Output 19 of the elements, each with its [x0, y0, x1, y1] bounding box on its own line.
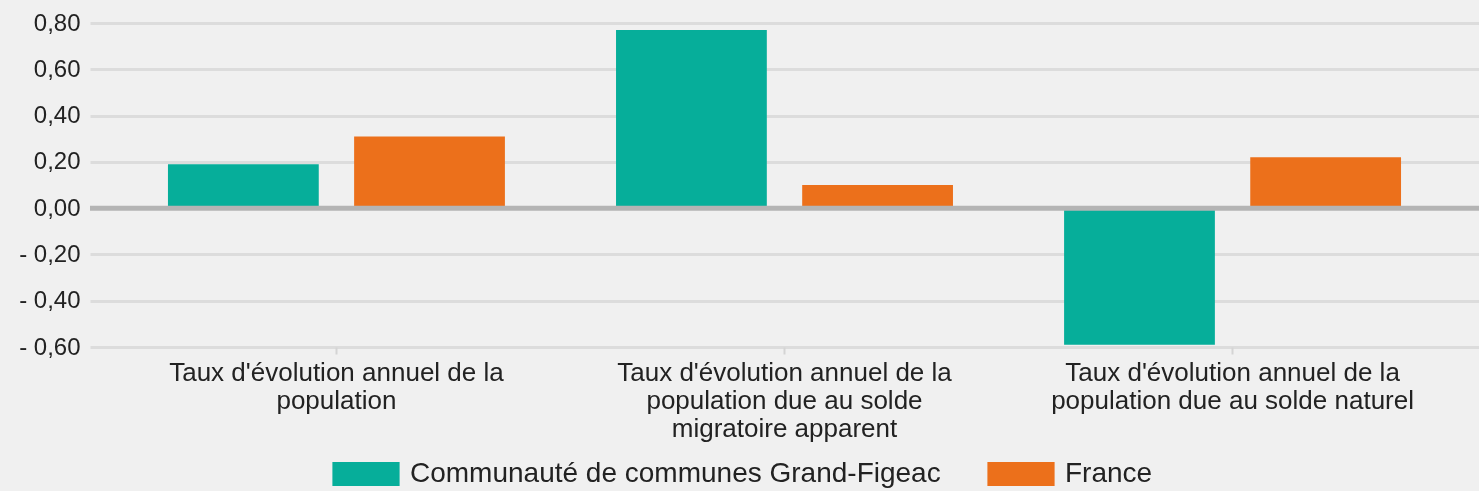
- y-tick-label: 0,80: [33, 8, 81, 36]
- legend-label: Communauté de communes Grand-Figeac: [410, 457, 941, 488]
- bar: [167, 164, 319, 209]
- y-tick-label: - 0,20: [19, 239, 81, 267]
- y-tick-label: 0,60: [33, 54, 81, 82]
- y-tick-label: - 0,40: [19, 286, 81, 314]
- bar: [1250, 157, 1402, 209]
- y-tick-label: 0,40: [33, 101, 81, 129]
- y-tick-label: - 0,60: [19, 332, 81, 360]
- bar: [616, 29, 767, 209]
- bar: [354, 136, 505, 209]
- bar: [802, 185, 953, 209]
- y-tick-label: 0,20: [33, 147, 81, 175]
- bar: [1064, 208, 1215, 345]
- y-tick-label: 0,00: [33, 193, 81, 221]
- x-tick-label: Taux d'évolution annuel de la population due au solde migratoire apparent: [617, 356, 953, 443]
- x-tick-label: Taux d'évolution annuel de la population: [169, 356, 505, 415]
- legend-label: France: [1065, 457, 1153, 488]
- x-tick-label: Taux d'évolution annuel de la population due au solde naturel: [1051, 356, 1414, 415]
